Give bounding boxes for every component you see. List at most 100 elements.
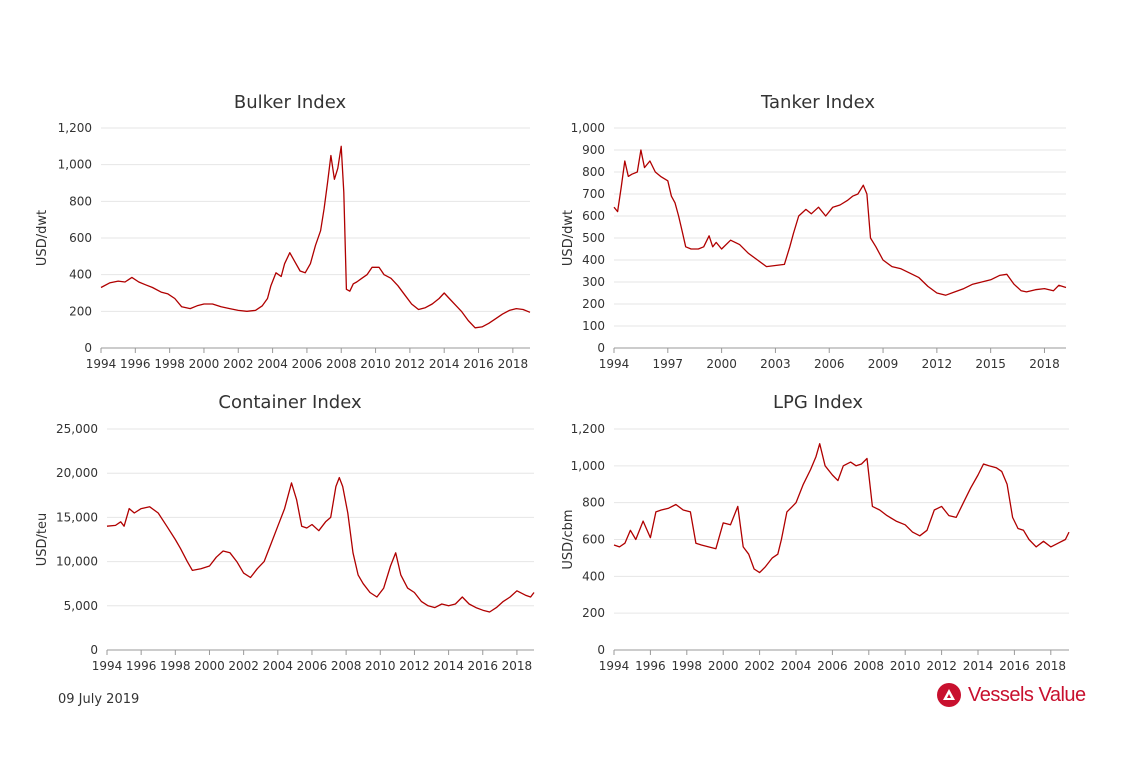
lpg-xtick-label: 2002 <box>744 659 775 673</box>
container-xtick-label: 1994 <box>92 659 123 673</box>
container-title: Container Index <box>218 392 362 413</box>
bulker-ylabel: USD/dwt <box>35 210 50 266</box>
lpg-title: LPG Index <box>773 392 863 413</box>
bulker-xtick-label: 2002 <box>223 357 254 371</box>
lpg-xtick-label: 2000 <box>708 659 739 673</box>
tanker-chart: Tanker Index USD/dwt 0 100 200 300 400 500 600 70… <box>561 92 1067 371</box>
bulker-series-line <box>100 145 531 329</box>
lpg-xtick-label: 1996 <box>635 659 666 673</box>
bulker-chart: Bulker Index USD/dwt 0 200 400 600 800 1,000 1,2… <box>35 92 531 371</box>
brand-mark-icon <box>937 683 961 707</box>
bulker-xtick-label: 2010 <box>360 357 391 371</box>
lpg-ytick-label: 800 <box>582 496 605 510</box>
bulker-xtick-label: 1998 <box>154 357 185 371</box>
lpg-xtick-label: 2008 <box>854 659 885 673</box>
container-xtick-label: 2010 <box>365 659 396 673</box>
container-xtick-label: 2000 <box>194 659 225 673</box>
brand-logo: Vessels Value <box>936 682 1086 708</box>
lpg-ytick-label: 400 <box>582 569 605 583</box>
tanker-ytick-label: 400 <box>582 253 605 267</box>
lpg-ytick-label: 1,000 <box>571 459 605 473</box>
tanker-xtick-label: 2003 <box>760 357 791 371</box>
tanker-series-line <box>613 149 1067 296</box>
lpg-ylabel: USD/cbm <box>561 509 576 569</box>
tanker-xtick-label: 2012 <box>922 357 953 371</box>
bulker-xtick-label: 2006 <box>292 357 323 371</box>
tanker-ytick-label: 700 <box>582 187 605 201</box>
container-xtick-label: 1996 <box>126 659 157 673</box>
bulker-xtick-label: 2000 <box>189 357 220 371</box>
lpg-series-line <box>613 443 1070 574</box>
lpg-ytick-label: 200 <box>582 606 605 620</box>
tanker-ytick-label: 100 <box>582 319 605 333</box>
bulker-xtick-label: 2012 <box>395 357 426 371</box>
tanker-ytick-label: 200 <box>582 297 605 311</box>
bulker-xtick-label: 2008 <box>326 357 357 371</box>
container-series-line <box>106 476 535 613</box>
bulker-ytick-label: 1,200 <box>58 121 92 135</box>
container-xtick-label: 2004 <box>263 659 294 673</box>
bulker-ytick-label: 200 <box>69 304 92 318</box>
tanker-xtick-label: 2009 <box>868 357 899 371</box>
container-xtick-label: 2012 <box>399 659 430 673</box>
tanker-xtick-label: 2006 <box>814 357 845 371</box>
container-ytick-label: 10,000 <box>56 555 98 569</box>
container-ytick-label: 25,000 <box>56 422 98 436</box>
bulker-ytick-label: 0 <box>84 341 92 355</box>
bulker-xtick-label: 2016 <box>463 357 494 371</box>
container-chart: Container Index USD/teu 0 5,000 10,000 15,000… <box>35 392 535 673</box>
bulker-title: Bulker Index <box>234 92 347 113</box>
tanker-title: Tanker Index <box>760 92 875 113</box>
lpg-xtick-label: 2004 <box>781 659 812 673</box>
tanker-ytick-label: 600 <box>582 209 605 223</box>
bulker-xtick-label: 2018 <box>498 357 529 371</box>
report-date: 09 July 2019 <box>58 692 140 707</box>
lpg-xtick-label: 2010 <box>890 659 921 673</box>
bulker-xtick-label: 2014 <box>429 357 460 371</box>
container-xtick-label: 2018 <box>502 659 533 673</box>
lpg-xtick-label: 1998 <box>672 659 703 673</box>
lpg-xtick-label: 2018 <box>1036 659 1067 673</box>
container-xtick-label: 2006 <box>297 659 328 673</box>
lpg-xtick-label: 1994 <box>599 659 630 673</box>
container-ytick-label: 15,000 <box>56 510 98 524</box>
tanker-xtick-label: 2015 <box>975 357 1006 371</box>
lpg-xtick-label: 2006 <box>817 659 848 673</box>
container-xtick-label: 2002 <box>228 659 259 673</box>
lpg-ytick-label: 600 <box>582 533 605 547</box>
tanker-xtick-label: 1994 <box>599 357 630 371</box>
bulker-ytick-label: 800 <box>69 194 92 208</box>
tanker-ytick-label: 300 <box>582 275 605 289</box>
container-xtick-label: 1998 <box>160 659 191 673</box>
bulker-ytick-label: 600 <box>69 231 92 245</box>
container-xtick-label: 2008 <box>331 659 362 673</box>
tanker-ylabel: USD/dwt <box>561 210 576 266</box>
lpg-xtick-label: 2016 <box>999 659 1030 673</box>
tanker-ytick-label: 500 <box>582 231 605 245</box>
tanker-xtick-label: 1997 <box>653 357 684 371</box>
lpg-xtick-label: 2012 <box>926 659 957 673</box>
lpg-ytick-label: 1,200 <box>571 422 605 436</box>
tanker-xtick-label: 2000 <box>706 357 737 371</box>
container-ytick-label: 5,000 <box>64 599 98 613</box>
tanker-ytick-label: 0 <box>597 341 605 355</box>
tanker-xtick-label: 2018 <box>1029 357 1060 371</box>
bulker-xtick-label: 1996 <box>120 357 151 371</box>
bulker-ytick-label: 400 <box>69 268 92 282</box>
lpg-ytick-label: 0 <box>597 643 605 657</box>
container-ylabel: USD/teu <box>35 513 50 567</box>
brand-name: Vessels Value <box>968 683 1086 706</box>
bulker-xtick-label: 1994 <box>86 357 117 371</box>
container-xtick-label: 2016 <box>467 659 498 673</box>
tanker-ytick-label: 1,000 <box>571 121 605 135</box>
tanker-ytick-label: 900 <box>582 143 605 157</box>
container-ytick-label: 20,000 <box>56 466 98 480</box>
bulker-ytick-label: 1,000 <box>58 158 92 172</box>
container-xtick-label: 2014 <box>433 659 464 673</box>
container-ytick-label: 0 <box>90 643 98 657</box>
tanker-ytick-label: 800 <box>582 165 605 179</box>
lpg-xtick-label: 2014 <box>963 659 994 673</box>
bulker-xtick-label: 2004 <box>257 357 288 371</box>
lpg-chart: LPG Index USD/cbm 0 200 400 600 800 1,000 1,200 1… <box>561 392 1070 673</box>
